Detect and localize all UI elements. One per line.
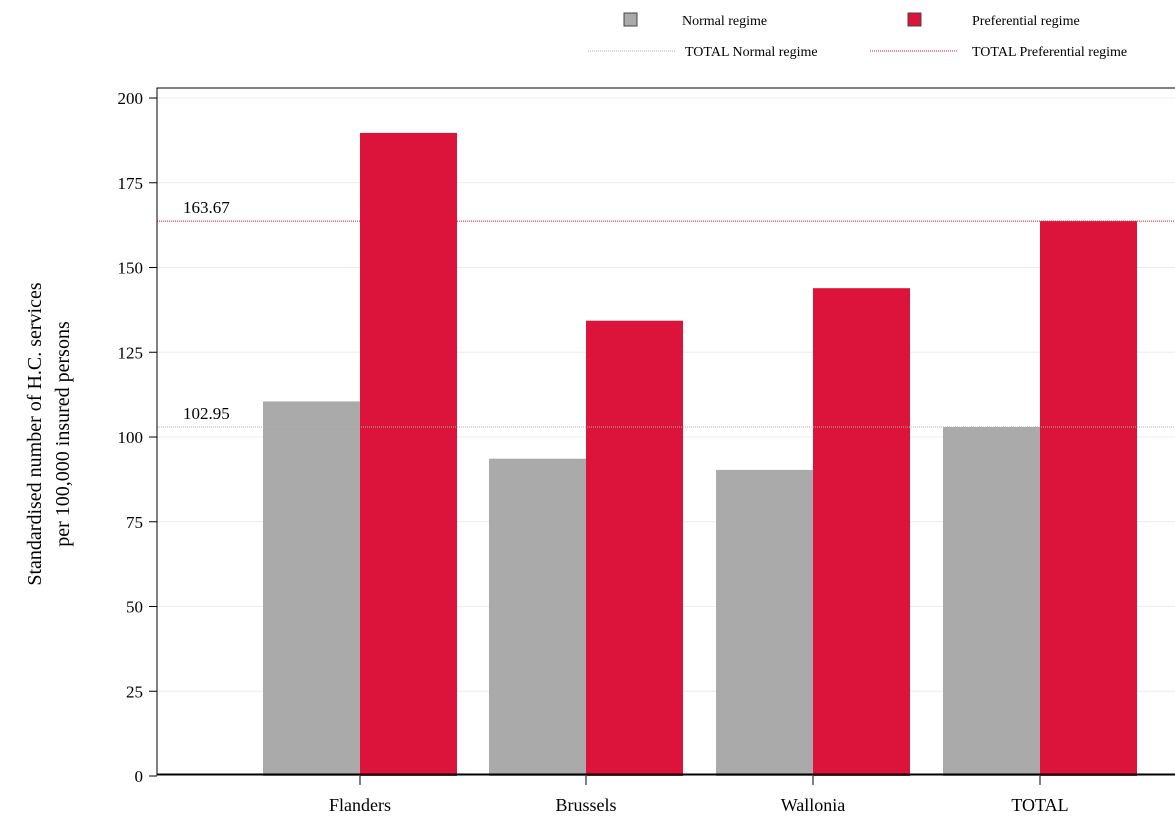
y-tick-label: 75 xyxy=(126,513,143,532)
y-tick-label: 150 xyxy=(118,259,144,278)
y-tick-label: 175 xyxy=(118,174,144,193)
reference-line-label: 102.95 xyxy=(183,404,230,423)
x-tick-label-brussels: Brussels xyxy=(555,795,616,815)
x-tick-label-wallonia: Wallonia xyxy=(781,795,846,815)
legend-label-preferential: Preferential regime xyxy=(972,14,1080,29)
x-axis-ticks: Flanders Brussels Wallonia TOTAL xyxy=(329,776,1069,815)
y-tick-label: 200 xyxy=(118,89,144,108)
bar-total-preferential xyxy=(1040,221,1137,777)
x-tick-label-total: TOTAL xyxy=(1011,795,1068,815)
axes xyxy=(156,87,1175,776)
y-tick-label: 0 xyxy=(135,767,144,786)
legend-label-normal: Normal regime xyxy=(682,14,767,29)
y-tick-label: 100 xyxy=(118,428,144,447)
y-tick-label: 25 xyxy=(126,682,143,701)
legend-swatch-normal xyxy=(623,12,638,27)
bar-flanders-normal xyxy=(263,401,360,776)
legend-label-total-preferential: TOTAL Preferential regime xyxy=(972,45,1127,60)
bar-wallonia-preferential xyxy=(813,288,910,776)
y-tick-label: 50 xyxy=(126,598,143,617)
reference-lines: 102.95 163.67 xyxy=(157,198,1175,428)
y-axis-label-line-2: per 100,000 insured persons xyxy=(52,321,74,547)
bar-wallonia-normal xyxy=(716,469,813,776)
y-axis-label-line-1: Standardised number of H.C. services xyxy=(24,282,46,585)
plot-frame xyxy=(156,87,1175,776)
y-axis-label: Standardised number of H.C. services per… xyxy=(24,282,74,585)
legend-swatch-preferential xyxy=(907,12,922,27)
legend: Normal regime Preferential regime TOTAL … xyxy=(588,12,1127,60)
x-tick-label-flanders: Flanders xyxy=(329,795,391,815)
y-tick-label: 125 xyxy=(118,343,144,362)
bar-brussels-preferential xyxy=(586,320,683,776)
y-axis-ticks: 0 25 50 75 100 125 150 175 200 xyxy=(118,89,157,786)
legend-label-total-normal: TOTAL Normal regime xyxy=(685,45,818,60)
bars xyxy=(263,132,1137,777)
reference-line-label: 163.67 xyxy=(183,198,230,217)
bar-brussels-normal xyxy=(489,458,586,776)
bar-total-normal xyxy=(943,426,1040,776)
bar-flanders-preferential xyxy=(360,132,457,777)
